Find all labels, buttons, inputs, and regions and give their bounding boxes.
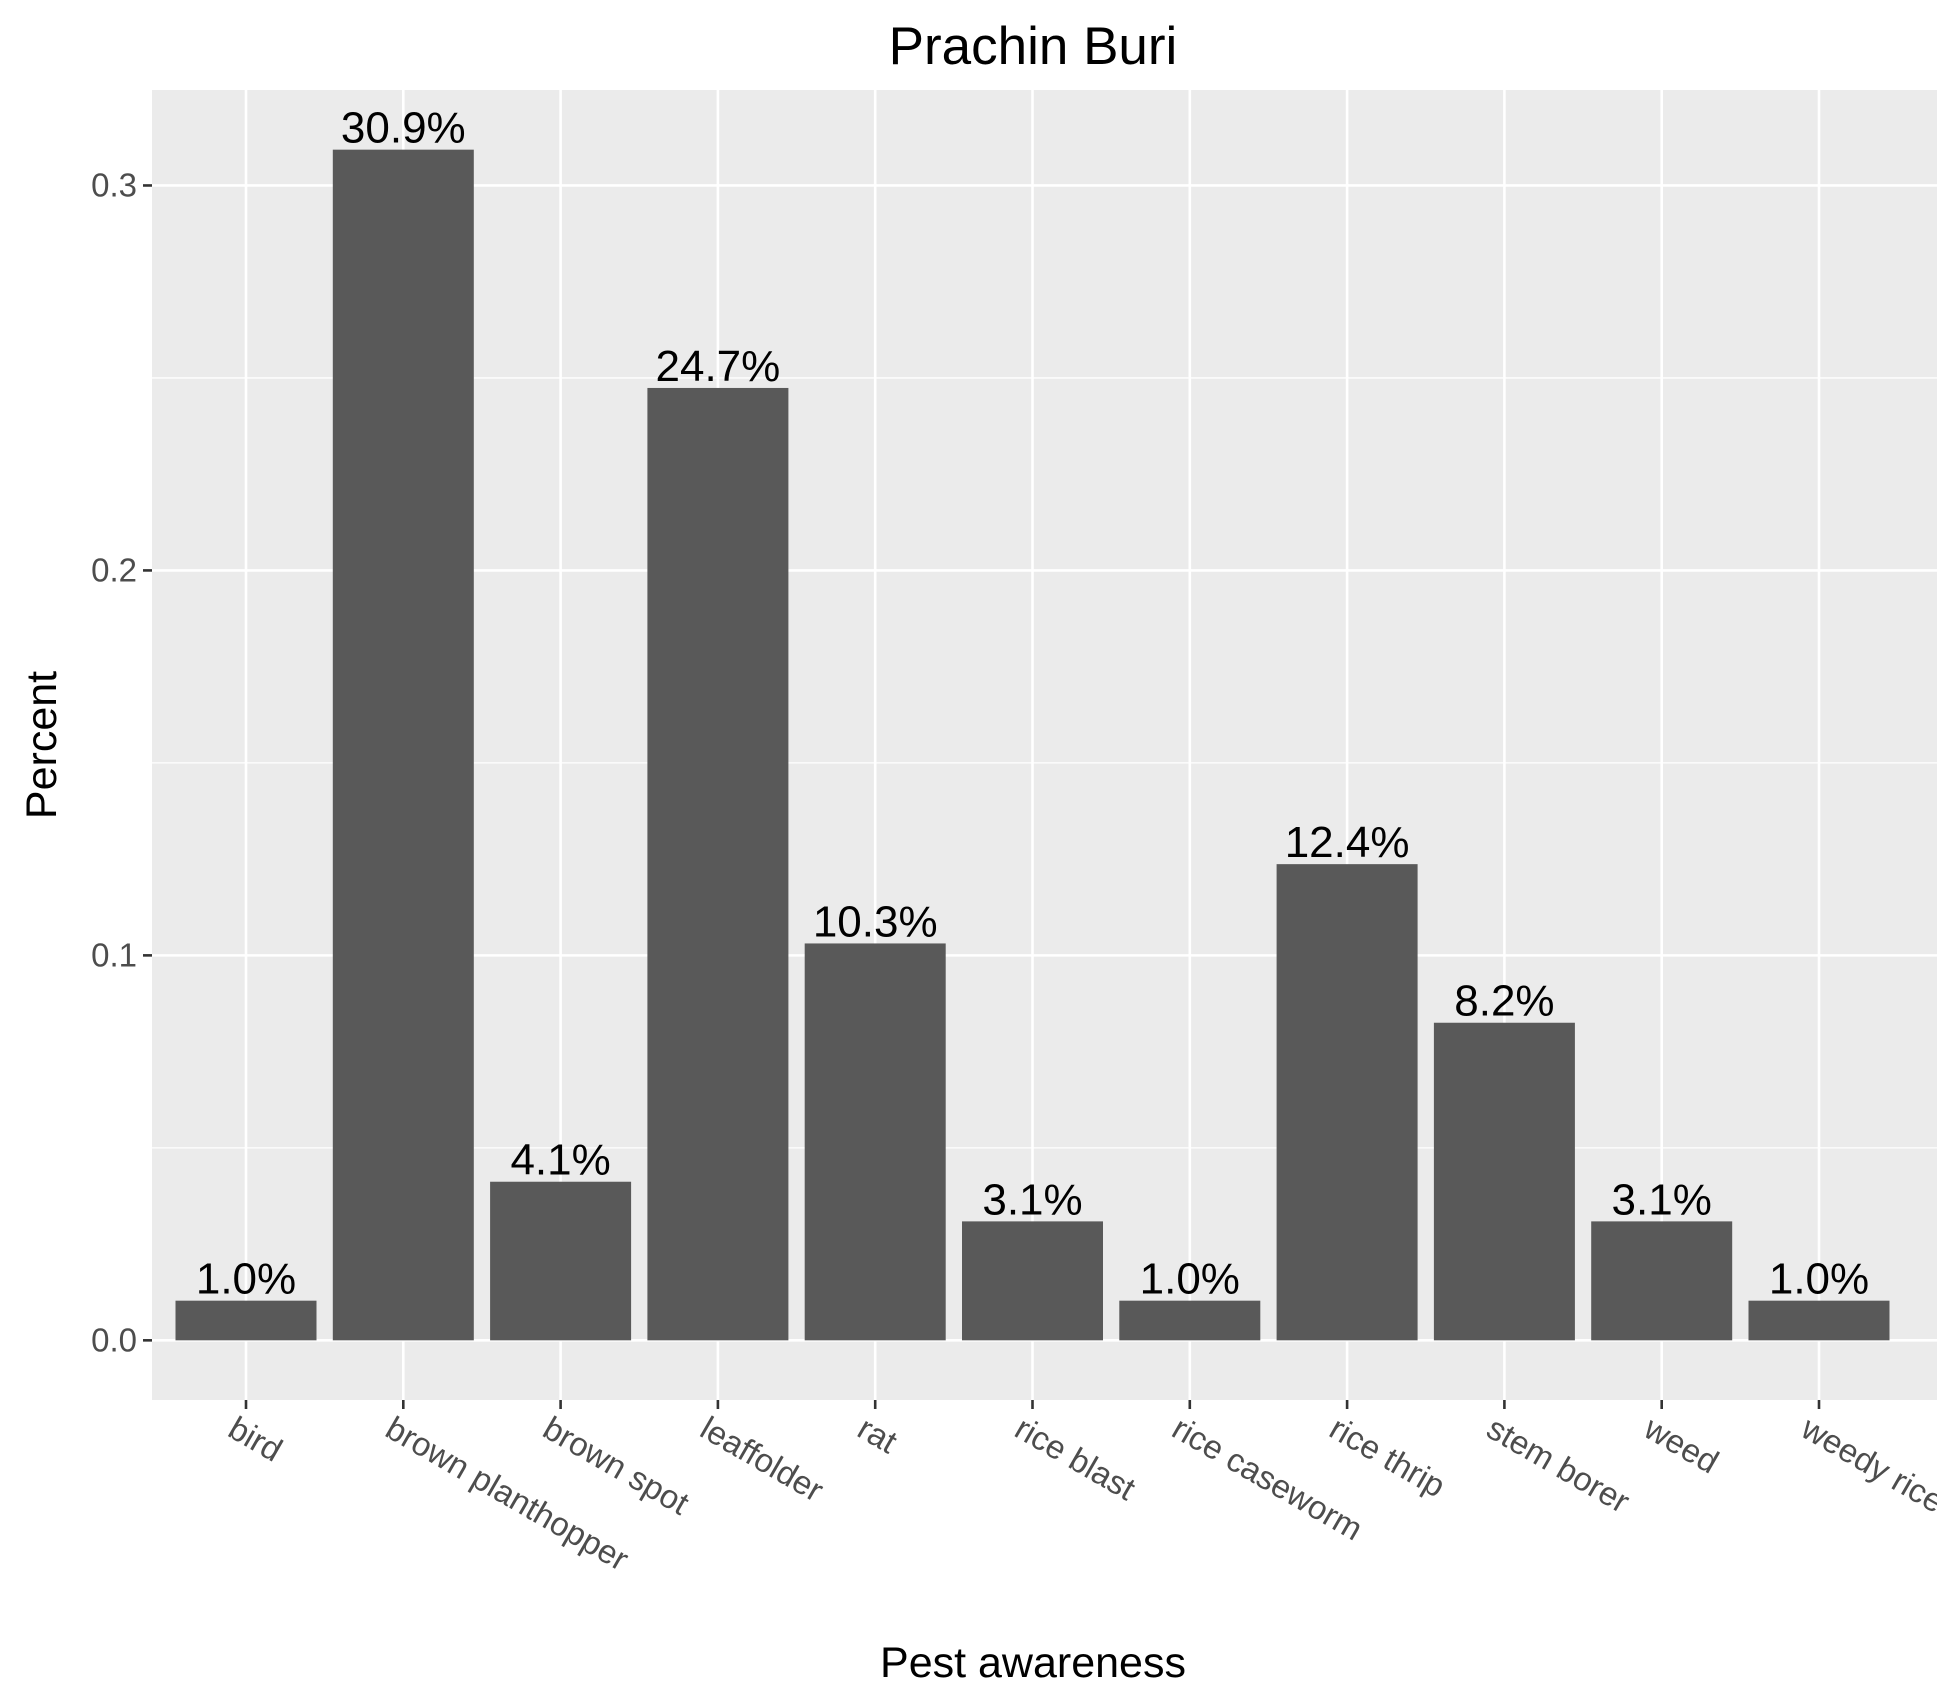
x-tick-label: weed bbox=[1637, 1409, 1725, 1481]
bar bbox=[962, 1221, 1103, 1340]
data-label: 10.3% bbox=[813, 897, 938, 946]
bar bbox=[1591, 1221, 1732, 1340]
bar bbox=[176, 1301, 317, 1341]
data-label: 1.0% bbox=[1769, 1255, 1869, 1304]
bar bbox=[1119, 1301, 1260, 1341]
bar bbox=[490, 1182, 631, 1341]
bar bbox=[647, 388, 788, 1340]
data-label: 30.9% bbox=[341, 104, 466, 153]
data-label: 1.0% bbox=[1140, 1255, 1240, 1304]
data-label: 4.1% bbox=[510, 1136, 610, 1185]
x-tick-label: leaffolder bbox=[694, 1409, 830, 1509]
y-tick-label: 0.1 bbox=[91, 936, 137, 973]
bar bbox=[1434, 1023, 1575, 1341]
y-axis-title: Percent bbox=[18, 671, 66, 819]
data-label: 3.1% bbox=[982, 1175, 1082, 1224]
data-label: 3.1% bbox=[1612, 1175, 1712, 1224]
bar bbox=[1749, 1301, 1890, 1341]
x-tick-label: rice thrip bbox=[1324, 1409, 1452, 1504]
x-tick-label: bird bbox=[223, 1409, 289, 1469]
y-axis: 0.0 0.1 0.2 0.3 bbox=[91, 166, 152, 1358]
data-label: 1.0% bbox=[196, 1255, 296, 1304]
bar bbox=[805, 943, 946, 1340]
y-tick-label: 0.3 bbox=[91, 166, 137, 203]
data-label: 12.4% bbox=[1285, 818, 1410, 867]
x-tick-label: rat bbox=[852, 1409, 904, 1460]
chart-title: Prachin Buri bbox=[889, 17, 1178, 76]
data-label: 24.7% bbox=[656, 342, 781, 391]
x-tick-label: stem borer bbox=[1481, 1409, 1636, 1520]
x-tick-label: weedy rice bbox=[1795, 1409, 1937, 1520]
data-label: 8.2% bbox=[1454, 977, 1554, 1026]
bar bbox=[1277, 864, 1418, 1340]
x-tick-label: rice blast bbox=[1009, 1409, 1142, 1507]
y-tick-label: 0.2 bbox=[91, 551, 137, 588]
bar bbox=[333, 150, 474, 1341]
x-axis-title: Pest awareness bbox=[880, 1639, 1186, 1687]
y-tick-label: 0.0 bbox=[91, 1321, 137, 1358]
